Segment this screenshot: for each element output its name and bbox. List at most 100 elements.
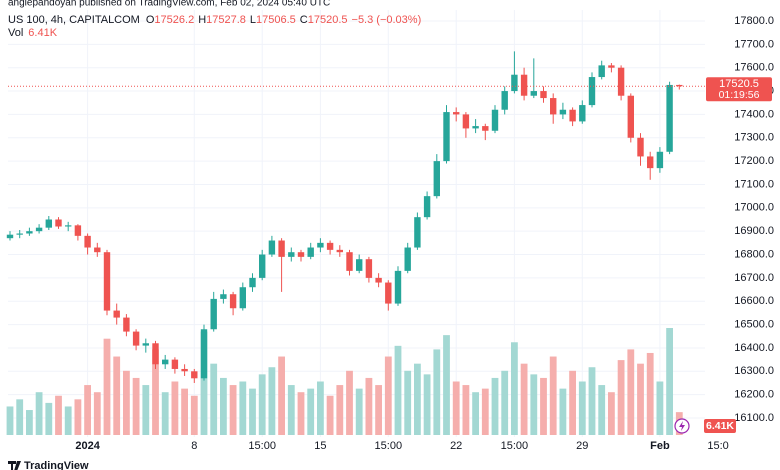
volume-bar [123, 370, 130, 435]
x-tick-label: 29 [576, 440, 588, 452]
volume-bar [152, 349, 159, 435]
candle-body [356, 259, 363, 271]
x-tick-label: 15:00 [501, 440, 529, 452]
candle-body [569, 109, 576, 122]
candle-body [35, 227, 43, 232]
candle-body [511, 74, 518, 92]
volume-bar [297, 392, 305, 435]
candle-body [132, 331, 140, 346]
candle-body [200, 329, 208, 379]
volume-bar [540, 377, 547, 435]
y-tick-label: 17300.0 [734, 132, 774, 144]
volume-bar [433, 349, 441, 435]
ohlc-label: H [198, 14, 206, 26]
brand: TradingView [24, 460, 89, 470]
x-tick-label: 15 [314, 440, 326, 452]
candle-body [608, 65, 615, 68]
candle-body [55, 219, 62, 227]
volume-legend: Vol 6.41K [8, 27, 58, 39]
volume-bar [472, 392, 479, 435]
volume-bar [423, 374, 431, 435]
volume-bar [258, 374, 266, 435]
candle-body [666, 84, 673, 152]
candle-body [317, 242, 324, 248]
candle-body [191, 371, 198, 379]
y-tick-label: 16800.0 [734, 248, 774, 260]
volume-bar [637, 363, 644, 435]
volume-bar [307, 388, 315, 435]
y-tick-label: 17800.0 [734, 15, 774, 27]
candle-body [297, 252, 305, 257]
candle-body [26, 231, 33, 234]
volume-bar [317, 381, 324, 435]
candle-body [647, 156, 654, 169]
candle-body [181, 368, 188, 372]
volume-bar [142, 385, 150, 435]
volume-bar [93, 392, 101, 435]
volume-bar [171, 381, 179, 435]
candle-body [414, 217, 421, 248]
volume-bar [74, 399, 82, 435]
candle-body [45, 219, 52, 228]
y-tick-label: 16300.0 [734, 365, 774, 377]
volume-bar [287, 385, 295, 435]
candle-body [443, 112, 450, 162]
ohlc-value: 17520.5 [308, 14, 348, 26]
volume-bar [132, 377, 140, 435]
candle-body [278, 240, 285, 257]
candle-body [65, 225, 72, 227]
y-tick-label: 17600.0 [734, 62, 774, 74]
published-note: anglepandoyan published on TradingView.c… [8, 0, 330, 9]
volume-bar [278, 356, 285, 435]
candle-body [365, 259, 373, 278]
candle-body [375, 277, 382, 283]
volume-bar [210, 363, 218, 435]
y-tick-label: 16200.0 [734, 389, 774, 401]
volume-bar [569, 370, 576, 435]
ohlc-value: 17527.8 [206, 14, 246, 26]
candle-body [84, 235, 91, 248]
candle-body [617, 67, 625, 96]
candle-body [423, 196, 431, 218]
candle-body [103, 252, 111, 311]
candle-body [16, 233, 23, 235]
candle-body [453, 112, 460, 115]
y-tick-label: 17100.0 [734, 178, 774, 190]
candle-body [491, 109, 499, 131]
volume-tag-value: 6.41K [706, 420, 734, 432]
brand-logo [8, 461, 21, 470]
volume-bar [355, 388, 363, 435]
volume-bar [608, 392, 615, 435]
volume-tag [704, 419, 736, 433]
candle-body [346, 252, 353, 271]
volume-bar [16, 399, 24, 435]
candle-body [433, 161, 440, 197]
x-tick-label: 8 [191, 440, 197, 452]
y-tick-label: 16500.0 [734, 318, 774, 330]
volume-bar [501, 370, 509, 435]
volume-bar [26, 410, 33, 435]
ohlc-value: 17506.5 [256, 14, 296, 26]
price-tag [706, 77, 772, 102]
volume-bar [491, 377, 499, 435]
volume-bar [45, 402, 53, 435]
volume-bar [200, 331, 208, 435]
y-tick-label: 16400.0 [734, 342, 774, 354]
overlay: 17520.501:19:56 6.41K [8, 77, 772, 433]
volume-bar [268, 367, 276, 435]
volume-bars [6, 328, 683, 435]
candle-body [326, 242, 334, 250]
candle-body [259, 254, 266, 278]
candle-body [123, 317, 130, 332]
y-tick-label: 16700.0 [734, 272, 774, 284]
candle-body [385, 282, 392, 304]
volume-bar [35, 392, 43, 435]
candles [6, 51, 683, 383]
candle-body [530, 91, 537, 96]
volume-bar [346, 370, 353, 435]
candle-body [550, 98, 557, 115]
candle-body [540, 91, 547, 99]
volume-value: 6.41K [28, 27, 57, 39]
candle-body [113, 310, 120, 318]
volume-bar [375, 385, 382, 435]
